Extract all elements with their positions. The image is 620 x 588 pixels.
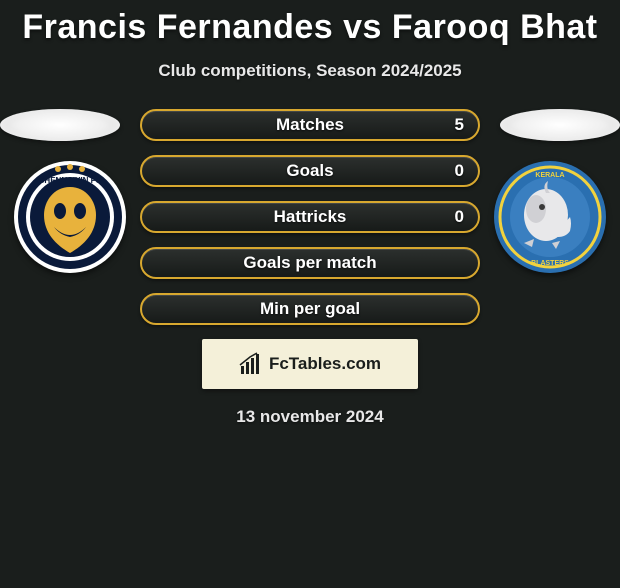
comparison-content: CHENNAIYIN FC KERALA BLASTERS Matches5 Go… xyxy=(0,109,620,427)
club-badge-right: KERALA BLASTERS xyxy=(494,161,606,273)
stat-label: Goals per match xyxy=(142,249,478,277)
svg-text:KERALA: KERALA xyxy=(535,172,564,179)
date-text: 13 november 2024 xyxy=(0,407,620,427)
stat-label: Hattricks xyxy=(142,203,478,231)
stat-row: Min per goal xyxy=(140,293,480,325)
stat-row: Hattricks0 xyxy=(140,201,480,233)
stat-label: Min per goal xyxy=(142,295,478,323)
stat-value-right: 5 xyxy=(455,111,464,139)
player-right-pill xyxy=(500,109,620,141)
svg-text:BLASTERS: BLASTERS xyxy=(531,260,569,267)
stat-value-right: 0 xyxy=(455,157,464,185)
stat-label: Matches xyxy=(142,111,478,139)
stat-row: Matches5 xyxy=(140,109,480,141)
stat-rows: Matches5Goals0Hattricks0Goals per matchM… xyxy=(140,109,480,325)
page-title: Francis Fernandes vs Farooq Bhat xyxy=(0,8,620,47)
chennaiyin-badge-icon: CHENNAIYIN FC xyxy=(14,161,126,273)
svg-text:CHENNAIYIN FC: CHENNAIYIN FC xyxy=(39,176,102,185)
club-badge-left: CHENNAIYIN FC xyxy=(14,161,126,273)
stat-label: Goals xyxy=(142,157,478,185)
kerala-blasters-badge-icon: KERALA BLASTERS xyxy=(494,161,606,273)
branding-text: FcTables.com xyxy=(269,354,381,374)
stat-row: Goals per match xyxy=(140,247,480,279)
stat-row: Goals0 xyxy=(140,155,480,187)
branding-box: FcTables.com xyxy=(202,339,418,389)
stat-value-right: 0 xyxy=(455,203,464,231)
player-left-pill xyxy=(0,109,120,141)
bar-chart-icon xyxy=(239,352,263,376)
subtitle: Club competitions, Season 2024/2025 xyxy=(0,61,620,81)
